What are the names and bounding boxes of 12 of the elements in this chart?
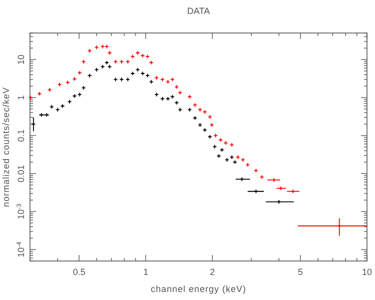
- x-tick-label: 10: [362, 267, 372, 277]
- x-tick-label: 2: [210, 267, 215, 277]
- y-tick-label: 10: [16, 54, 26, 65]
- y-axis-title: normalized counts/sec/keV: [1, 86, 11, 208]
- y-tick-label: 0.1: [16, 129, 26, 142]
- x-axis-title: channel energy (keV): [150, 284, 246, 294]
- y-tick-label: 0.01: [16, 164, 26, 182]
- x-tick-label: 5: [298, 267, 303, 277]
- x-tick-label: 1: [143, 267, 148, 277]
- x-tick-label: 0.5: [72, 267, 86, 277]
- chart-title: DATA: [187, 6, 210, 16]
- y-tick-label: 1: [16, 95, 26, 100]
